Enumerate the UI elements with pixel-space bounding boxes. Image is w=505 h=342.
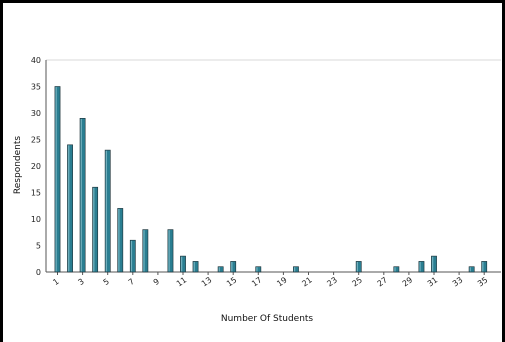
bar xyxy=(255,266,262,273)
x-axis-title: Number Of Students xyxy=(221,314,314,324)
bar xyxy=(180,255,186,273)
bar-fill xyxy=(67,144,73,273)
bar-fill xyxy=(92,186,99,273)
bar-fill xyxy=(180,255,186,273)
y-tick-label: 30 xyxy=(31,109,41,118)
bar-highlight xyxy=(469,267,471,272)
bar-fill xyxy=(431,255,437,273)
x-tick-label: 7 xyxy=(127,277,136,287)
bar-fill xyxy=(192,261,199,273)
bar-fill xyxy=(468,266,475,273)
bar xyxy=(67,144,73,273)
x-tick-label: 13 xyxy=(200,275,214,288)
bars xyxy=(54,86,488,273)
bar xyxy=(129,239,136,273)
bar-fill xyxy=(255,266,262,273)
frame-right-border xyxy=(502,0,505,342)
bar-highlight xyxy=(143,230,145,272)
bar-highlight xyxy=(356,262,358,272)
bar-highlight xyxy=(432,256,434,272)
bar xyxy=(217,266,224,273)
bar xyxy=(468,266,475,273)
bar-highlight xyxy=(482,262,484,272)
bar-highlight xyxy=(181,256,183,272)
bar-fill xyxy=(54,86,61,273)
bar xyxy=(79,118,86,273)
bar-highlight xyxy=(130,240,133,272)
bar-fill xyxy=(217,266,224,273)
bar xyxy=(117,208,124,273)
bar-highlight xyxy=(55,87,57,272)
bar-fill xyxy=(230,261,237,273)
bar xyxy=(167,229,174,273)
bar-highlight xyxy=(231,262,233,272)
bar-highlight xyxy=(193,262,195,272)
bar-highlight xyxy=(168,230,170,272)
y-axis-title: Respondents xyxy=(13,136,23,194)
x-tick-label: 1 xyxy=(51,277,60,287)
bar xyxy=(418,261,425,273)
x-tick-label: 21 xyxy=(300,275,314,288)
bar-highlight xyxy=(105,150,107,272)
y-tick-label: 35 xyxy=(31,83,41,92)
y-tick-label: 20 xyxy=(31,162,41,171)
bar-fill xyxy=(79,118,86,273)
x-axis: 1 3 5 7 9 11 13 15 17 19 21 23 25 27 29 31 33 35 xyxy=(46,271,501,289)
bar-fill xyxy=(355,261,362,273)
bar-fill xyxy=(393,266,400,273)
bar-fill xyxy=(293,266,299,273)
bar xyxy=(142,229,149,273)
y-tick-label: 0 xyxy=(36,268,41,277)
x-tick-label: 15 xyxy=(225,275,239,288)
x-tick-label: 35 xyxy=(476,275,490,288)
bar-highlight xyxy=(293,267,296,272)
x-tick-label: 29 xyxy=(401,275,415,288)
bar-fill xyxy=(167,229,174,273)
x-tick-label: 33 xyxy=(451,275,465,288)
bar-highlight xyxy=(118,209,120,272)
x-tick-label: 25 xyxy=(351,275,365,288)
bar-fill xyxy=(117,208,124,273)
bar-fill xyxy=(104,149,111,273)
bar xyxy=(92,186,99,273)
bar-highlight xyxy=(218,267,220,272)
bar xyxy=(104,149,111,273)
bar xyxy=(293,266,299,273)
x-tick-label: 27 xyxy=(376,275,390,288)
bar xyxy=(230,261,237,273)
bar-fill xyxy=(142,229,149,273)
bar xyxy=(54,86,61,273)
x-tick-label: 31 xyxy=(426,275,440,288)
bar-highlight xyxy=(93,187,95,272)
bar-highlight xyxy=(419,262,421,272)
bar xyxy=(393,266,400,273)
y-tick-label: 5 xyxy=(36,242,41,251)
bar xyxy=(192,261,199,273)
y-tick-label: 40 xyxy=(31,56,41,65)
y-tick-label: 25 xyxy=(31,136,41,145)
frame-left-border xyxy=(0,0,3,342)
x-tick-label: 11 xyxy=(175,275,189,288)
bar-fill xyxy=(129,239,136,273)
bar-highlight xyxy=(256,267,258,272)
bar xyxy=(355,261,362,273)
bar-highlight xyxy=(394,267,396,272)
bar-highlight xyxy=(80,118,82,272)
frame-top-border xyxy=(0,0,505,3)
x-tick-label: 9 xyxy=(152,277,161,287)
bar-fill xyxy=(418,261,425,273)
bar xyxy=(481,261,488,273)
x-tick-label: 23 xyxy=(325,275,339,288)
y-axis: 0 5 10 15 20 25 30 35 40 xyxy=(31,56,47,277)
y-tick-label: 15 xyxy=(31,189,41,198)
y-tick-label: 10 xyxy=(31,215,41,224)
bar xyxy=(431,255,437,273)
bar-highlight xyxy=(68,145,70,272)
x-tick-label: 17 xyxy=(250,275,264,288)
x-tick-label: 5 xyxy=(102,277,111,287)
x-tick-label: 19 xyxy=(275,275,289,288)
bar-fill xyxy=(481,261,488,273)
x-tick-label: 3 xyxy=(76,277,85,287)
